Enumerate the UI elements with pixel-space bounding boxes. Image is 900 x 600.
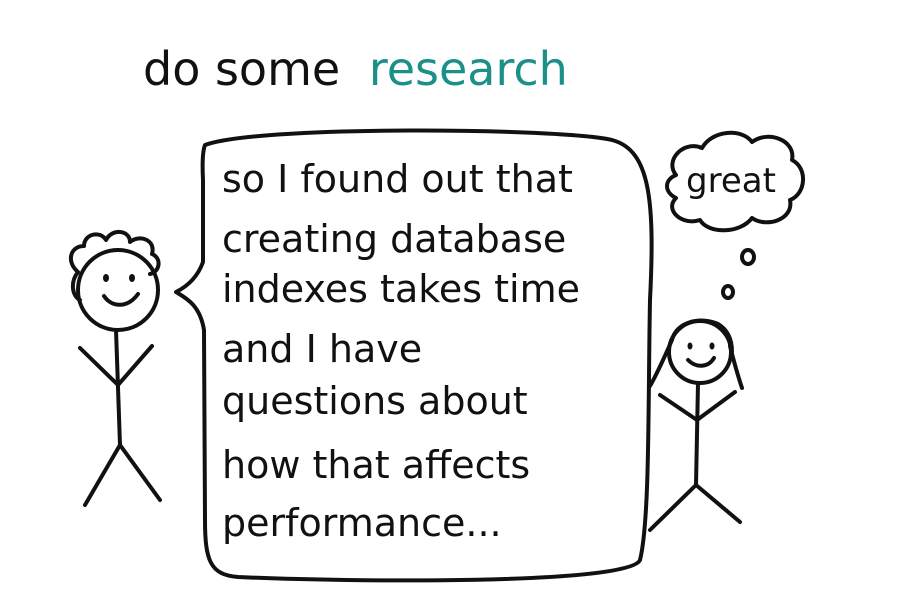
speech-line: and I have [222, 327, 422, 371]
speech-line: indexes takes time [222, 267, 580, 311]
speaker-eye-right [129, 274, 135, 282]
speaker-body [114, 328, 122, 447]
thought-dot-large [740, 248, 756, 266]
speech-bubble: so I found out that creating database in… [174, 128, 654, 583]
thought-bubble: great [665, 130, 805, 300]
speech-line: how that affects [222, 443, 530, 487]
speech-line: creating database [222, 217, 566, 261]
speech-line: so I found out that [222, 157, 573, 201]
title-prefix: do some [143, 42, 340, 96]
speaker-legs [83, 443, 162, 507]
listener-smile [686, 356, 716, 368]
speech-line: questions about [222, 379, 528, 423]
speech-bubble-outline [174, 128, 654, 583]
listener-body [694, 381, 700, 487]
speaker-eye-left [103, 274, 109, 282]
speaker-arms [78, 344, 154, 387]
thought-cloud-outline [665, 130, 805, 233]
speech-line: performance... [222, 501, 502, 545]
comic-title: do some research [143, 42, 568, 96]
speaker-smile [102, 292, 140, 307]
long-hair [648, 318, 744, 390]
listener-eye-left [687, 342, 693, 350]
speaker-figure [68, 230, 162, 507]
listener-legs [648, 483, 742, 532]
thought-dot-small [721, 284, 735, 300]
listener-arms [658, 390, 737, 422]
speaker-head [76, 248, 160, 332]
thought-text: great [686, 161, 776, 201]
listener-eye-right [709, 342, 715, 350]
listener-figure [648, 318, 744, 532]
speech-text: so I found out that creating database in… [222, 157, 592, 545]
title-highlight: research [369, 42, 568, 96]
